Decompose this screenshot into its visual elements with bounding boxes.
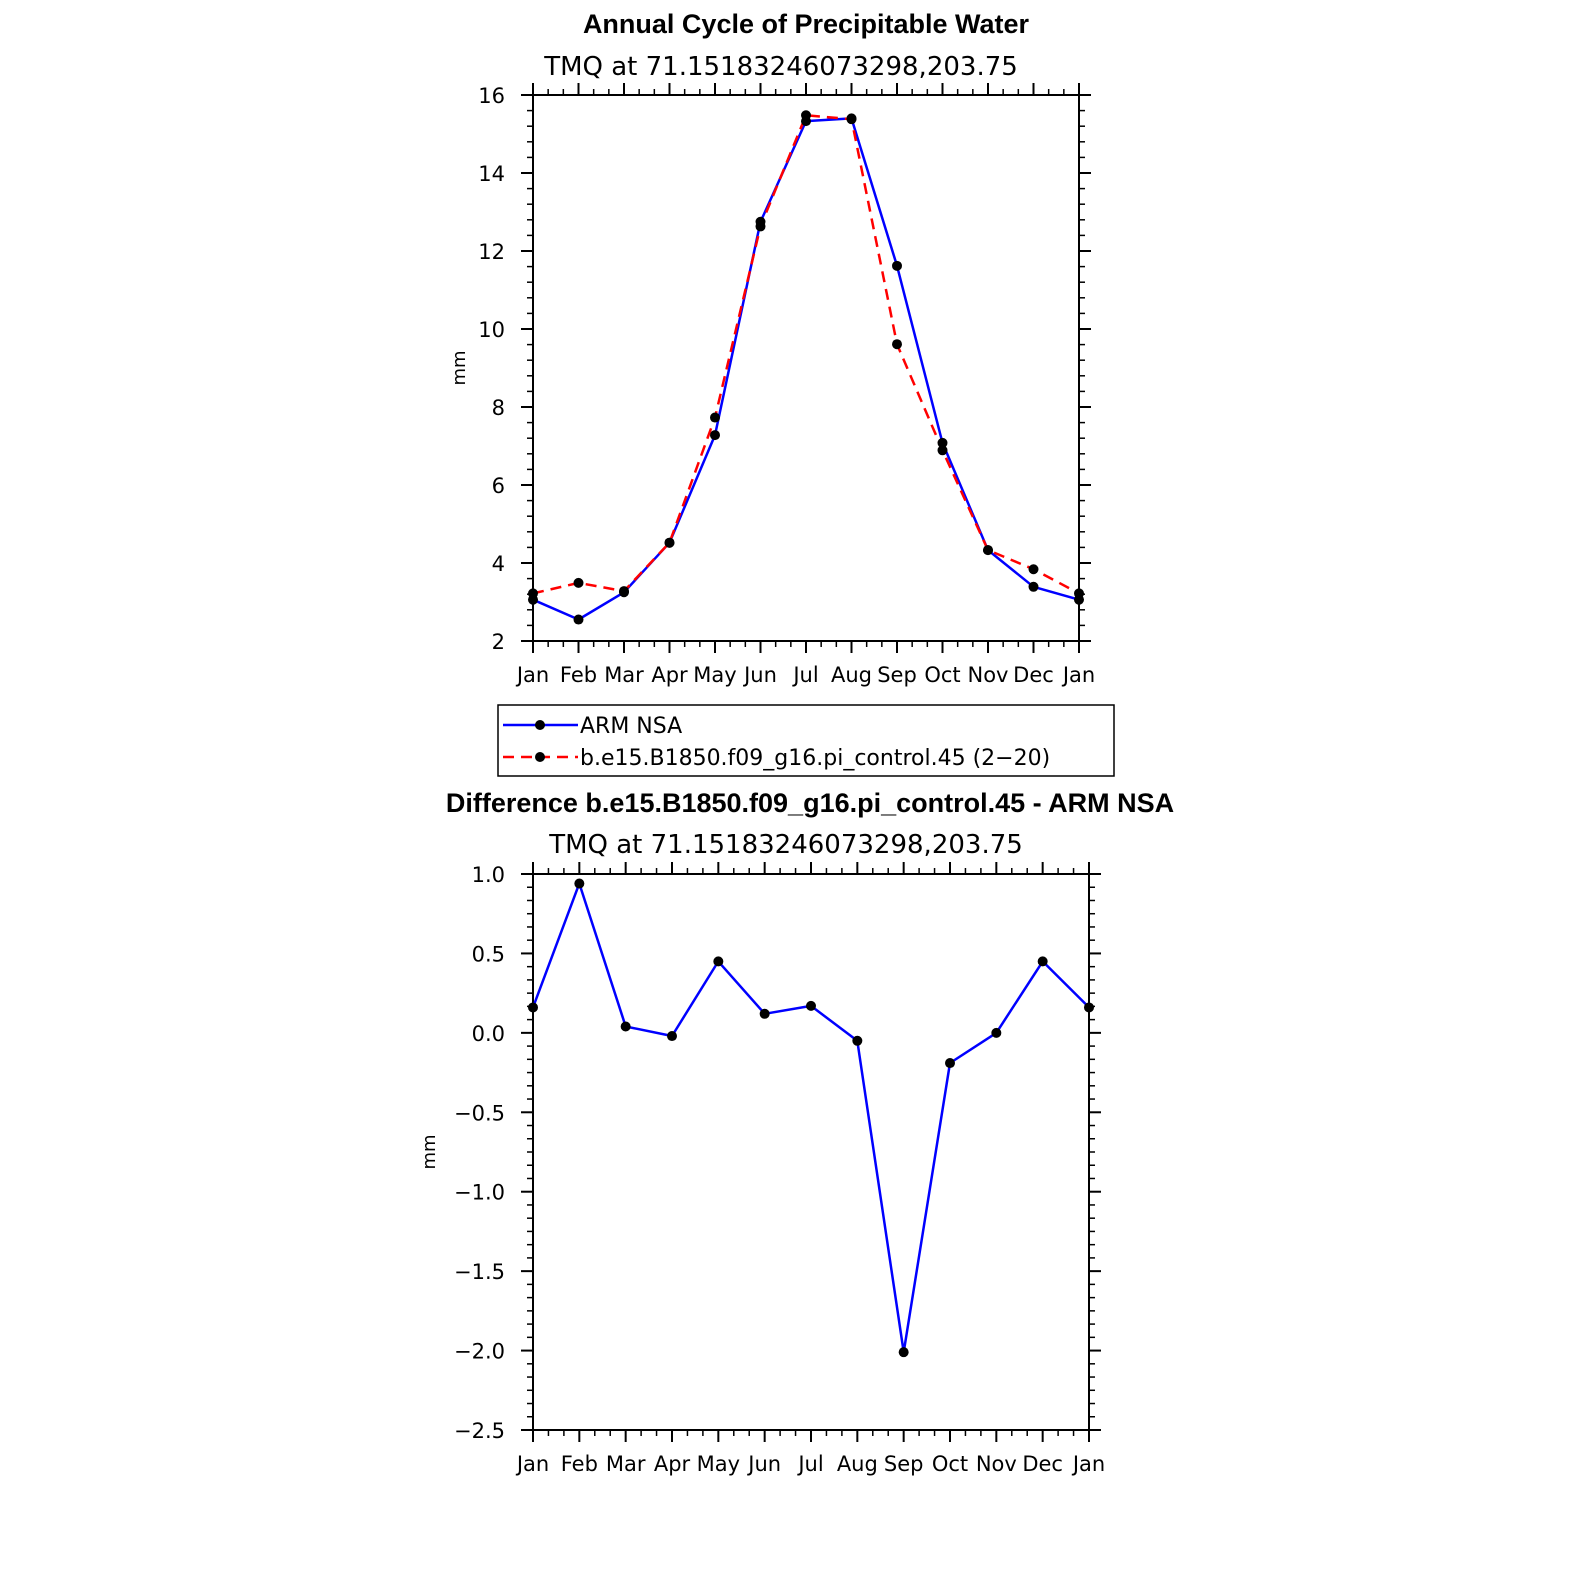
series-0-point (528, 1002, 538, 1013)
series-0-point (1028, 581, 1039, 592)
x-tick-label: Oct (932, 1452, 968, 1476)
series-0-point (991, 1027, 1002, 1038)
x-tick-label: Nov (968, 663, 1009, 687)
y-tick-label: 14 (478, 162, 505, 186)
plot-frame (532, 873, 1090, 1431)
y-tick-label: 4 (492, 552, 505, 576)
series-0-point (1084, 1002, 1094, 1013)
annual-cycle-y-axis-label: mm (449, 350, 470, 385)
plot-frame (532, 94, 1080, 642)
series-1-point (755, 221, 766, 232)
series-1-point (619, 586, 629, 597)
series-line-1 (532, 114, 1080, 595)
series-1-point (846, 114, 857, 125)
legend-box (497, 704, 1115, 777)
legend: ARM NSA b.e15.B1850.f09_g16.pi_control.4… (497, 704, 1115, 777)
x-tick-label: Jul (791, 663, 818, 687)
series-0-point (806, 1000, 816, 1011)
series-0-point (713, 956, 724, 967)
x-tick-label: Jul (796, 1452, 823, 1476)
y-tick-label: 0.0 (472, 1022, 505, 1046)
x-tick-label: Feb (560, 663, 597, 687)
legend-entry-model: b.e15.B1850.f09_g16.pi_control.45 (2−20) (503, 746, 1050, 771)
x-tick-label: Aug (831, 663, 872, 687)
x-tick-label: Jan (515, 663, 549, 687)
series-1-point (1074, 588, 1084, 599)
series-1-point (892, 339, 902, 350)
series-1-point (528, 588, 538, 599)
series-0-point (945, 1058, 955, 1069)
x-tick-label: Jun (746, 1452, 781, 1476)
series-0-point (620, 1021, 631, 1032)
annual-cycle-plot-area: 2 4 6 8 10 12 14 16 Jan Feb Mar Apr May Jun Jul Aug Sep O… (478, 83, 1095, 687)
annual-cycle-title: Annual Cycle of Precipitable Water (583, 9, 1030, 39)
series-0-point (898, 1347, 909, 1358)
series-0-point (1037, 956, 1048, 967)
y-tick-label: 6 (492, 474, 505, 498)
annual-cycle-subtitle: TMQ at 71.15183246073298,203.75 (543, 52, 1018, 82)
series-0-point (710, 430, 720, 441)
x-tick-label: Oct (924, 663, 960, 687)
legend-label-model: b.e15.B1850.f09_g16.pi_control.45 (2−20) (580, 746, 1050, 771)
series-1-point (983, 545, 993, 556)
y-tick-label: 1.0 (472, 863, 505, 887)
x-tick-label: Jan (1071, 1452, 1105, 1476)
legend-marker-arm-nsa (535, 720, 545, 730)
x-tick-label: Nov (976, 1452, 1017, 1476)
x-tick-label: May (693, 663, 736, 687)
annual-cycle-panel: Annual Cycle of Precipitable Water TMQ a… (449, 9, 1095, 687)
y-tick-label: 10 (478, 318, 505, 342)
x-tick-label: Dec (1022, 1452, 1063, 1476)
difference-plot-area: −2.5 −2.0 −1.5 −1.0 −0.5 0.0 0.5 1.0 Jan Feb Mar Ap… (454, 862, 1105, 1476)
difference-title: Difference b.e15.B1850.f09_g16.pi_contro… (446, 788, 1174, 818)
y-tick-label: −1.5 (454, 1260, 505, 1284)
y-tick-label: 2 (492, 630, 505, 654)
legend-label-arm-nsa: ARM NSA (580, 714, 682, 739)
y-tick-label: −2.0 (454, 1340, 505, 1364)
series-0-point (892, 260, 902, 271)
y-tick-label: −2.5 (454, 1419, 505, 1443)
series-1-point (664, 537, 675, 548)
difference-panel: Difference b.e15.B1850.f09_g16.pi_contro… (419, 788, 1174, 1476)
x-tick-label: May (697, 1452, 740, 1476)
x-tick-label: Apr (654, 1452, 691, 1476)
y-tick-label: −0.5 (454, 1101, 505, 1125)
difference-subtitle: TMQ at 71.15183246073298,203.75 (548, 830, 1023, 860)
x-tick-label: Feb (561, 1452, 598, 1476)
y-tick-label: 16 (478, 84, 505, 108)
x-tick-label: Sep (884, 1452, 924, 1476)
y-tick-label: −1.0 (454, 1181, 505, 1205)
series-line-0 (531, 882, 1090, 1354)
series-1-point (573, 577, 584, 588)
x-tick-label: Apr (651, 663, 688, 687)
series-line-0 (532, 117, 1080, 621)
y-tick-label: 12 (478, 240, 505, 264)
x-tick-label: Mar (604, 663, 644, 687)
series-0-point (573, 614, 584, 625)
series-0-point (574, 878, 585, 889)
series-1-point (801, 110, 811, 121)
series-0-point (852, 1035, 863, 1046)
x-tick-label: Sep (877, 663, 917, 687)
x-tick-label: Jan (1061, 663, 1095, 687)
x-tick-label: Dec (1013, 663, 1054, 687)
y-tick-label: 0.5 (472, 942, 505, 966)
x-tick-label: Aug (837, 1452, 878, 1476)
series-1-point (937, 445, 948, 456)
series-0-point (667, 1031, 677, 1042)
difference-y-axis-label: mm (419, 1134, 440, 1169)
x-tick-label: Jun (742, 663, 777, 687)
legend-entry-arm-nsa: ARM NSA (503, 714, 682, 739)
series-0-point (937, 437, 948, 448)
x-tick-label: Jan (515, 1452, 549, 1476)
x-tick-label: Mar (606, 1452, 646, 1476)
y-tick-label: 8 (492, 396, 505, 420)
series-1-point (1028, 564, 1039, 575)
legend-marker-model (535, 752, 545, 762)
series-1-point (710, 412, 720, 423)
series-0-point (759, 1008, 770, 1019)
